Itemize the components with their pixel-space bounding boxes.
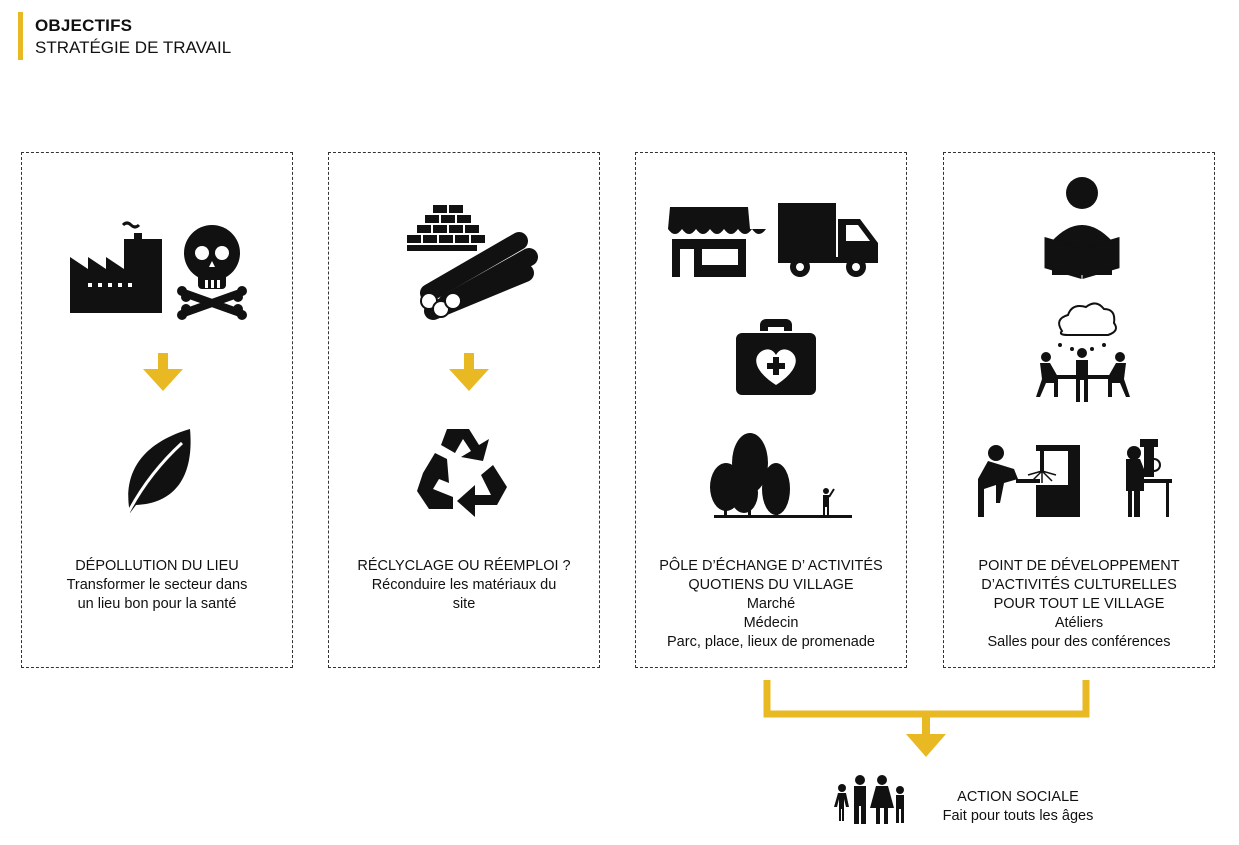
panel-line: Atéliers xyxy=(1054,615,1104,631)
panel-line: Marché xyxy=(746,596,796,612)
panel-heading: POUR TOUT LE VILLAGE xyxy=(993,596,1165,612)
footer-action-sociale: ACTION SOCIALE Fait pour touts les âges xyxy=(830,768,1130,832)
recycle-icon xyxy=(417,429,507,517)
footer-subtitle: Fait pour touts les âges xyxy=(942,808,1094,824)
panel-recyclage: RÉCLYCLAGE OU RÉEMPLOI ? Réconduire les … xyxy=(328,152,600,668)
accent-bar xyxy=(18,12,23,60)
skull-crossbones-icon xyxy=(177,225,247,320)
panel-heading: QUOTIENS DU VILLAGE xyxy=(688,577,854,593)
panel-depollution: DÉPOLLUTION DU LIEU Transformer le secte… xyxy=(21,152,293,668)
factory-icon xyxy=(70,221,162,313)
page-title: OBJECTIFS xyxy=(35,16,133,35)
reader-icon xyxy=(1044,177,1120,280)
merge-connector xyxy=(763,680,1090,757)
truck-icon xyxy=(778,203,878,277)
arrow-down-icon xyxy=(449,353,489,391)
panel-line: Transformer le secteur dans xyxy=(66,577,248,593)
panel-heading: D’ACTIVITÉS CULTURELLES xyxy=(981,577,1177,593)
panel-line: site xyxy=(452,596,476,612)
page-subtitle: STRATÉGIE DE TRAVAIL xyxy=(35,38,232,57)
workshop-machine-icon xyxy=(978,445,1080,517)
bricks-icon xyxy=(407,205,485,251)
panel-heading: POINT DE DÉVELOPPEMENT xyxy=(978,558,1180,574)
medical-kit-icon xyxy=(736,319,816,395)
panel-culture: POINT DE DÉVELOPPEMENT D’ACTIVITÉS CULTU… xyxy=(943,152,1215,668)
discussion-icon xyxy=(1036,302,1130,402)
panel-text: POINT DE DÉVELOPPEMENT D’ACTIVITÉS CULTU… xyxy=(952,557,1206,652)
panel-heading: RÉCLYCLAGE OU RÉEMPLOI ? xyxy=(357,558,571,574)
footer-title: ACTION SOCIALE xyxy=(957,789,1079,805)
panel-line: Salles pour des conférences xyxy=(987,634,1171,650)
pipes-icon xyxy=(420,232,538,320)
footer-label: ACTION SOCIALE Fait pour touts les âges xyxy=(928,788,1108,826)
panel-line: Réconduire les matériaux du xyxy=(371,577,557,593)
panel-text: RÉCLYCLAGE OU RÉEMPLOI ? Réconduire les … xyxy=(337,557,591,614)
arrow-down-icon xyxy=(143,353,183,391)
panel-line: Médecin xyxy=(743,615,799,631)
panel-line: Parc, place, lieux de promenade xyxy=(667,634,875,650)
drill-press-icon xyxy=(1126,439,1172,517)
panel-line: un lieu bon pour la santé xyxy=(77,596,237,612)
shop-icon xyxy=(668,207,766,277)
panel-text: PÔLE D’ÉCHANGE D’ ACTIVITÉS QUOTIENS DU … xyxy=(644,557,898,652)
panel-heading: PÔLE D’ÉCHANGE D’ ACTIVITÉS xyxy=(659,558,883,574)
park-icon xyxy=(710,433,852,518)
leaf-icon xyxy=(124,429,191,518)
panel-heading: DÉPOLLUTION DU LIEU xyxy=(75,558,239,574)
panel-echange: PÔLE D’ÉCHANGE D’ ACTIVITÉS QUOTIENS DU … xyxy=(635,152,907,668)
panel-text: DÉPOLLUTION DU LIEU Transformer le secte… xyxy=(30,557,284,614)
family-icon xyxy=(834,775,904,824)
